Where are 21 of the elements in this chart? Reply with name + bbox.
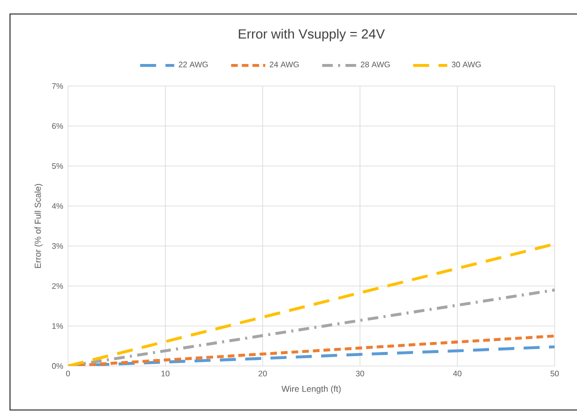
x-tick-label: 30 (356, 370, 364, 376)
legend-label: 22 AWG (178, 62, 208, 68)
x-axis-title: Wire Length (ft) (282, 386, 341, 394)
y-tick-label: 4% (52, 203, 64, 209)
x-tick-label: 50 (550, 370, 559, 376)
chart-title: Error with Vsupply = 24V (238, 28, 385, 42)
legend-label: 28 AWG (360, 62, 390, 68)
y-axis-title: Error (% of Full Scale) (34, 184, 43, 268)
y-tick-label: 3% (52, 243, 64, 249)
y-tick-label: 2% (52, 283, 64, 289)
y-tick-label: 0% (52, 363, 64, 369)
y-tick-label: 6% (52, 123, 64, 129)
y-tick-label: 1% (52, 323, 64, 329)
y-tick-label: 7% (52, 83, 64, 89)
legend-label: 30 AWG (452, 62, 481, 68)
x-tick-label: 20 (258, 370, 267, 376)
legend-label: 24 AWG (270, 62, 299, 68)
x-tick-label: 10 (161, 370, 170, 376)
y-tick-label: 5% (52, 163, 64, 169)
x-tick-label: 0 (66, 370, 70, 376)
x-tick-label: 40 (453, 370, 462, 376)
